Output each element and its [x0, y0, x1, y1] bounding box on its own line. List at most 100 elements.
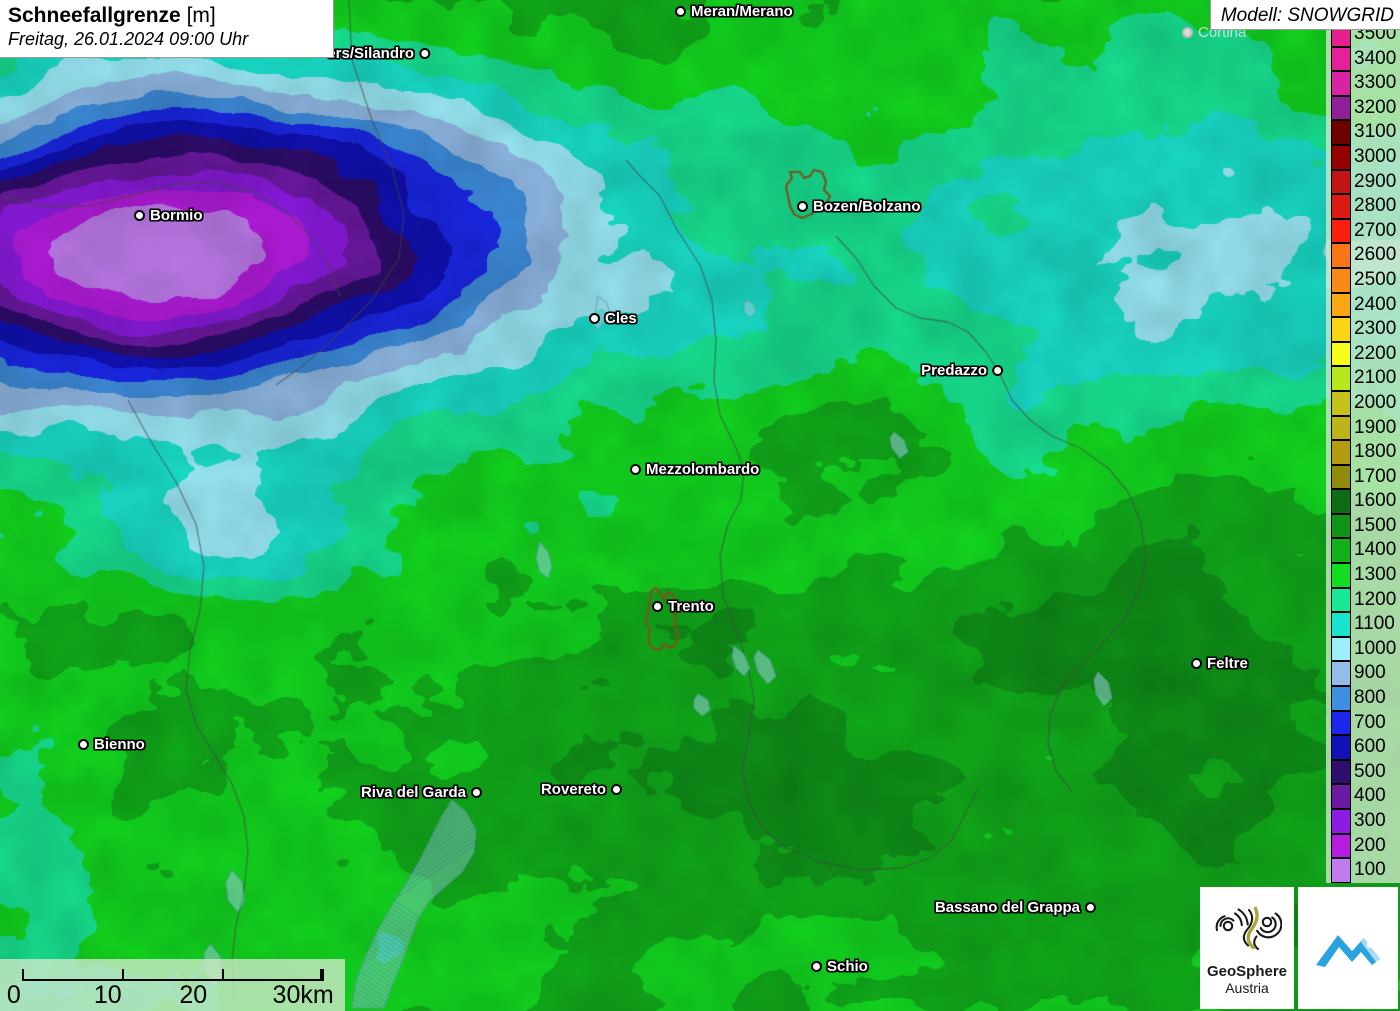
legend-label: 2500 [1354, 268, 1397, 290]
legend-swatch [1331, 71, 1351, 96]
legend-entry[interactable]: 1500 [1326, 513, 1398, 539]
legend-entry[interactable]: 3400 [1326, 46, 1398, 72]
legend-swatch [1331, 415, 1351, 441]
legend-label: 3300 [1354, 72, 1397, 94]
city-label: Bassano del Grappa [934, 899, 1080, 916]
legend-entry[interactable]: 900 [1326, 661, 1398, 687]
city-marker[interactable]: Bassano del Grappa [935, 899, 1096, 916]
legend-label: 2000 [1354, 391, 1397, 413]
scale-tick-label: 20 [179, 981, 208, 1009]
legend-swatch [1331, 464, 1351, 490]
legend-swatch [1331, 710, 1351, 736]
legend-label: 600 [1354, 736, 1386, 758]
city-marker[interactable]: Cles [589, 310, 637, 327]
legend-entry[interactable]: 200 [1326, 833, 1398, 859]
legend-label: 900 [1354, 662, 1386, 684]
title-parameter: Schneefallgrenze [8, 4, 181, 27]
city-dot-icon [630, 464, 641, 475]
legend-entry[interactable]: 3300 [1326, 71, 1398, 96]
city-marker[interactable]: Rovereto [541, 781, 622, 798]
legend-entry[interactable]: 1100 [1326, 612, 1398, 637]
city-marker[interactable]: ers/Silandro [327, 45, 430, 62]
city-marker[interactable]: Riva del Garda [361, 784, 482, 801]
city-marker[interactable]: Bormio [134, 207, 203, 224]
legend-entry[interactable]: 2400 [1326, 292, 1398, 318]
legend-swatch [1331, 833, 1351, 859]
city-marker[interactable]: Mezzolombardo [630, 461, 759, 478]
legend-swatch [1331, 144, 1351, 170]
legend-entry[interactable]: 2200 [1326, 341, 1398, 367]
legend-entry[interactable]: 800 [1326, 686, 1398, 711]
city-label: Schio [827, 958, 868, 975]
color-legend[interactable]: 3500 3400 3300 3200 3100 3000 2900 2800 2700 2600… [1326, 22, 1400, 883]
city-marker[interactable]: Bozen/Bolzano [797, 198, 921, 215]
legend-entry[interactable]: 1800 [1326, 440, 1398, 465]
legend-entry[interactable]: 300 [1326, 809, 1398, 834]
legend-entry[interactable]: 2100 [1326, 366, 1398, 391]
legend-label: 2800 [1354, 195, 1397, 217]
city-marker[interactable]: Feltre [1191, 655, 1248, 672]
legend-swatch [1331, 317, 1351, 342]
legend-entry[interactable]: 700 [1326, 710, 1398, 736]
legend-label: 800 [1354, 687, 1386, 709]
city-dot-icon [1182, 27, 1193, 38]
legend-entry[interactable]: 2800 [1326, 194, 1398, 219]
city-marker[interactable]: Schio [811, 958, 868, 975]
forecast-timestamp: Freitag, 26.01.2024 09:00 Uhr [8, 29, 249, 49]
legend-entry[interactable]: 1000 [1326, 636, 1398, 662]
legend-entry[interactable]: 2600 [1326, 243, 1398, 268]
city-dot-icon [589, 313, 600, 324]
legend-entry[interactable]: 2000 [1326, 390, 1398, 416]
legend-entry[interactable]: 3100 [1326, 120, 1398, 145]
city-marker[interactable]: Trento [652, 598, 714, 615]
city-label: Bozen/Bolzano [813, 198, 921, 215]
geosphere-country: Austria [1225, 980, 1269, 996]
legend-label: 3200 [1354, 96, 1397, 118]
city-label: Mezzolombardo [646, 461, 760, 478]
legend-entry[interactable]: 600 [1326, 735, 1398, 760]
legend-entry[interactable]: 3200 [1326, 95, 1398, 121]
legend-entry[interactable]: 2500 [1326, 267, 1398, 293]
legend-entry[interactable]: 3000 [1326, 144, 1398, 170]
city-dot-icon [78, 739, 89, 750]
legend-label: 2700 [1354, 219, 1397, 241]
legend-entry[interactable]: 1700 [1326, 464, 1398, 490]
legend-swatch [1331, 95, 1351, 121]
legend-swatch [1331, 169, 1351, 195]
legend-label: 1900 [1354, 416, 1397, 438]
legend-entry[interactable]: 2900 [1326, 169, 1398, 195]
legend-entry[interactable]: 1400 [1326, 538, 1398, 564]
legend-entry[interactable]: 2700 [1326, 218, 1398, 244]
city-marker[interactable]: Predazzo [921, 362, 1003, 379]
scale-bar: 0 10 20 30km [0, 959, 345, 1011]
legend-label: 500 [1354, 760, 1386, 782]
legend-entry[interactable]: 1300 [1326, 563, 1398, 588]
legend-swatch [1331, 661, 1351, 687]
legend-label: 1600 [1354, 490, 1397, 512]
legend-entry[interactable]: 400 [1326, 784, 1398, 809]
legend-label: 700 [1354, 711, 1386, 733]
city-dot-icon [652, 601, 663, 612]
legend-swatch [1331, 194, 1351, 219]
title-unit: [m] [186, 4, 216, 27]
city-marker[interactable]: Bienno [78, 736, 145, 753]
legend-entry[interactable]: 100 [1326, 858, 1398, 883]
geosphere-logo-card[interactable]: GeoSphere Austria [1200, 887, 1294, 1009]
legend-label: 2200 [1354, 342, 1397, 364]
city-label: Predazzo [921, 362, 987, 379]
legend-entry[interactable]: 1900 [1326, 415, 1398, 441]
city-marker[interactable]: Meran/Merano [675, 3, 793, 20]
legend-swatch [1331, 587, 1351, 613]
snow-logo-card[interactable] [1298, 887, 1398, 1009]
city-dot-icon [1191, 658, 1202, 669]
legend-entry[interactable]: 2300 [1326, 317, 1398, 342]
legend-entry[interactable]: 1200 [1326, 587, 1398, 613]
legend-entry[interactable]: 500 [1326, 759, 1398, 785]
legend-label: 3100 [1354, 121, 1397, 143]
city-label: Bienno [94, 736, 145, 753]
scale-tick-label: 10 [93, 981, 122, 1009]
legend-swatch [1331, 686, 1351, 711]
legend-entry[interactable]: 1600 [1326, 489, 1398, 514]
